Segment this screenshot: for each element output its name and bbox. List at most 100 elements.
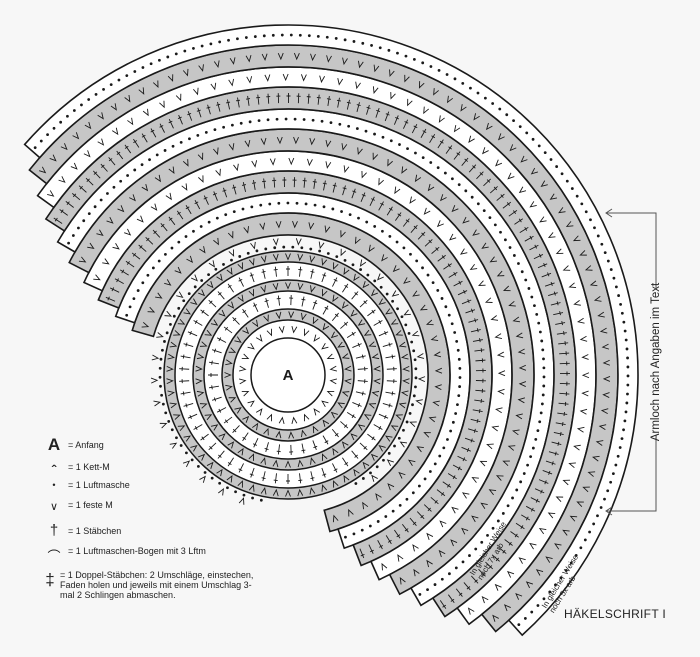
single-crochet-mark — [389, 69, 395, 78]
chain-stitch-mark — [207, 273, 210, 277]
single-crochet-mark — [96, 229, 104, 237]
single-crochet-mark — [378, 444, 386, 452]
double-crochet-mark — [227, 457, 234, 467]
double-crochet-mark — [448, 271, 458, 278]
chain-stitch-mark — [474, 547, 478, 551]
double-crochet-mark — [515, 522, 525, 530]
double-crochet-mark — [474, 348, 485, 353]
chain-stitch-mark — [453, 77, 457, 81]
single-crochet-mark — [195, 365, 203, 372]
single-crochet-mark — [378, 178, 384, 186]
single-crochet-mark — [512, 316, 521, 323]
chain-stitch-mark — [488, 216, 492, 220]
chain-stitch-mark — [185, 451, 188, 455]
double-crochet-mark — [100, 163, 108, 172]
single-crochet-mark — [252, 319, 259, 328]
single-crochet-mark — [398, 341, 407, 348]
double-crochet-mark — [141, 133, 148, 143]
legend-item-chain-arch: ⌒ = 1 Luftmaschen-Bogen mit 3 Lftm — [40, 546, 205, 565]
single-crochet-mark — [234, 407, 242, 414]
single-crochet-mark — [228, 347, 237, 353]
double-crochet-mark — [223, 326, 233, 334]
double-crochet-mark — [59, 209, 69, 216]
single-crochet-mark — [392, 265, 400, 273]
chain-stitch-mark — [609, 480, 613, 484]
chain-stitch-mark — [625, 347, 629, 351]
single-crochet-mark — [425, 319, 434, 326]
single-crochet-mark — [398, 402, 407, 409]
chain-stitch-mark — [554, 583, 557, 587]
chain-stitch-mark — [606, 489, 610, 493]
chain-stitch-mark — [344, 535, 347, 539]
single-crochet-mark — [488, 489, 497, 496]
single-crochet-mark — [97, 138, 105, 146]
double-crochet-mark — [249, 467, 255, 478]
chain-stitch-mark — [530, 295, 534, 299]
chain-stitch-mark — [67, 241, 70, 245]
double-crochet-mark — [359, 442, 368, 451]
single-crochet-mark — [111, 127, 119, 136]
single-crochet-mark — [381, 562, 388, 571]
legend-text: = Anfang — [68, 440, 104, 450]
chain-stitch-mark — [524, 278, 528, 282]
single-crochet-mark — [390, 425, 399, 432]
single-crochet-mark — [415, 399, 423, 405]
double-crochet-mark — [491, 554, 500, 562]
chain-stitch-mark — [436, 289, 440, 292]
chain-stitch-mark — [522, 472, 526, 475]
single-crochet-mark — [228, 143, 235, 151]
chain-stitch-mark — [414, 385, 417, 389]
single-crochet-mark — [248, 258, 255, 266]
single-crochet-mark — [318, 241, 325, 250]
single-crochet-mark — [206, 461, 214, 469]
double-crochet-mark — [452, 464, 463, 471]
double-crochet-mark — [241, 182, 247, 192]
chain-stitch-mark — [449, 429, 453, 433]
single-crochet-mark — [196, 353, 205, 360]
double-crochet-mark — [359, 548, 365, 559]
single-crochet-mark — [581, 390, 589, 397]
chain-stitch-mark — [375, 465, 379, 469]
double-crochet-mark — [232, 425, 240, 434]
chain-stitch-mark — [77, 226, 80, 230]
double-crochet-mark — [551, 441, 562, 446]
double-crochet-mark — [402, 218, 410, 227]
single-crochet-mark — [471, 515, 479, 523]
single-crochet-mark — [173, 414, 181, 420]
chain-stitch-mark — [71, 234, 75, 237]
double-crochet-mark — [331, 428, 339, 438]
chain-stitch-mark — [370, 44, 373, 47]
single-crochet-mark — [321, 342, 329, 350]
chain-stitch-mark — [338, 122, 342, 126]
single-crochet-mark — [497, 133, 505, 141]
chain-stitch-mark — [174, 52, 178, 56]
double-crochet-mark — [420, 128, 427, 138]
single-crochet-mark — [515, 332, 524, 339]
single-crochet-mark — [385, 435, 393, 442]
chain-stitch-mark — [39, 139, 43, 143]
double-crochet-mark — [470, 575, 479, 584]
double-crochet-mark — [302, 177, 307, 188]
double-crochet-mark — [322, 180, 327, 191]
chain-stitch-mark — [192, 47, 195, 50]
chain-stitch-mark — [182, 299, 186, 303]
chain-stitch-mark — [626, 392, 629, 396]
single-crochet-mark — [70, 162, 78, 170]
chain-stitch-mark — [99, 198, 103, 202]
chain-stitch-mark — [159, 357, 163, 361]
single-crochet-mark — [167, 390, 175, 397]
double-crochet-mark — [498, 546, 507, 554]
chain-stitch-mark — [259, 498, 263, 502]
chain-stitch-mark — [448, 572, 451, 576]
single-crochet-mark — [403, 277, 411, 284]
chain-stitch-mark — [404, 54, 408, 58]
single-crochet-mark — [156, 332, 164, 338]
double-crochet-mark — [332, 277, 338, 287]
double-crochet-mark — [558, 341, 569, 346]
single-crochet-mark — [238, 497, 245, 505]
chain-stitch-mark — [155, 153, 159, 157]
chain-stitch-mark — [612, 276, 616, 280]
single-crochet-mark — [181, 183, 188, 191]
chain-stitch-mark — [531, 446, 535, 450]
double-crochet-mark — [176, 210, 184, 220]
